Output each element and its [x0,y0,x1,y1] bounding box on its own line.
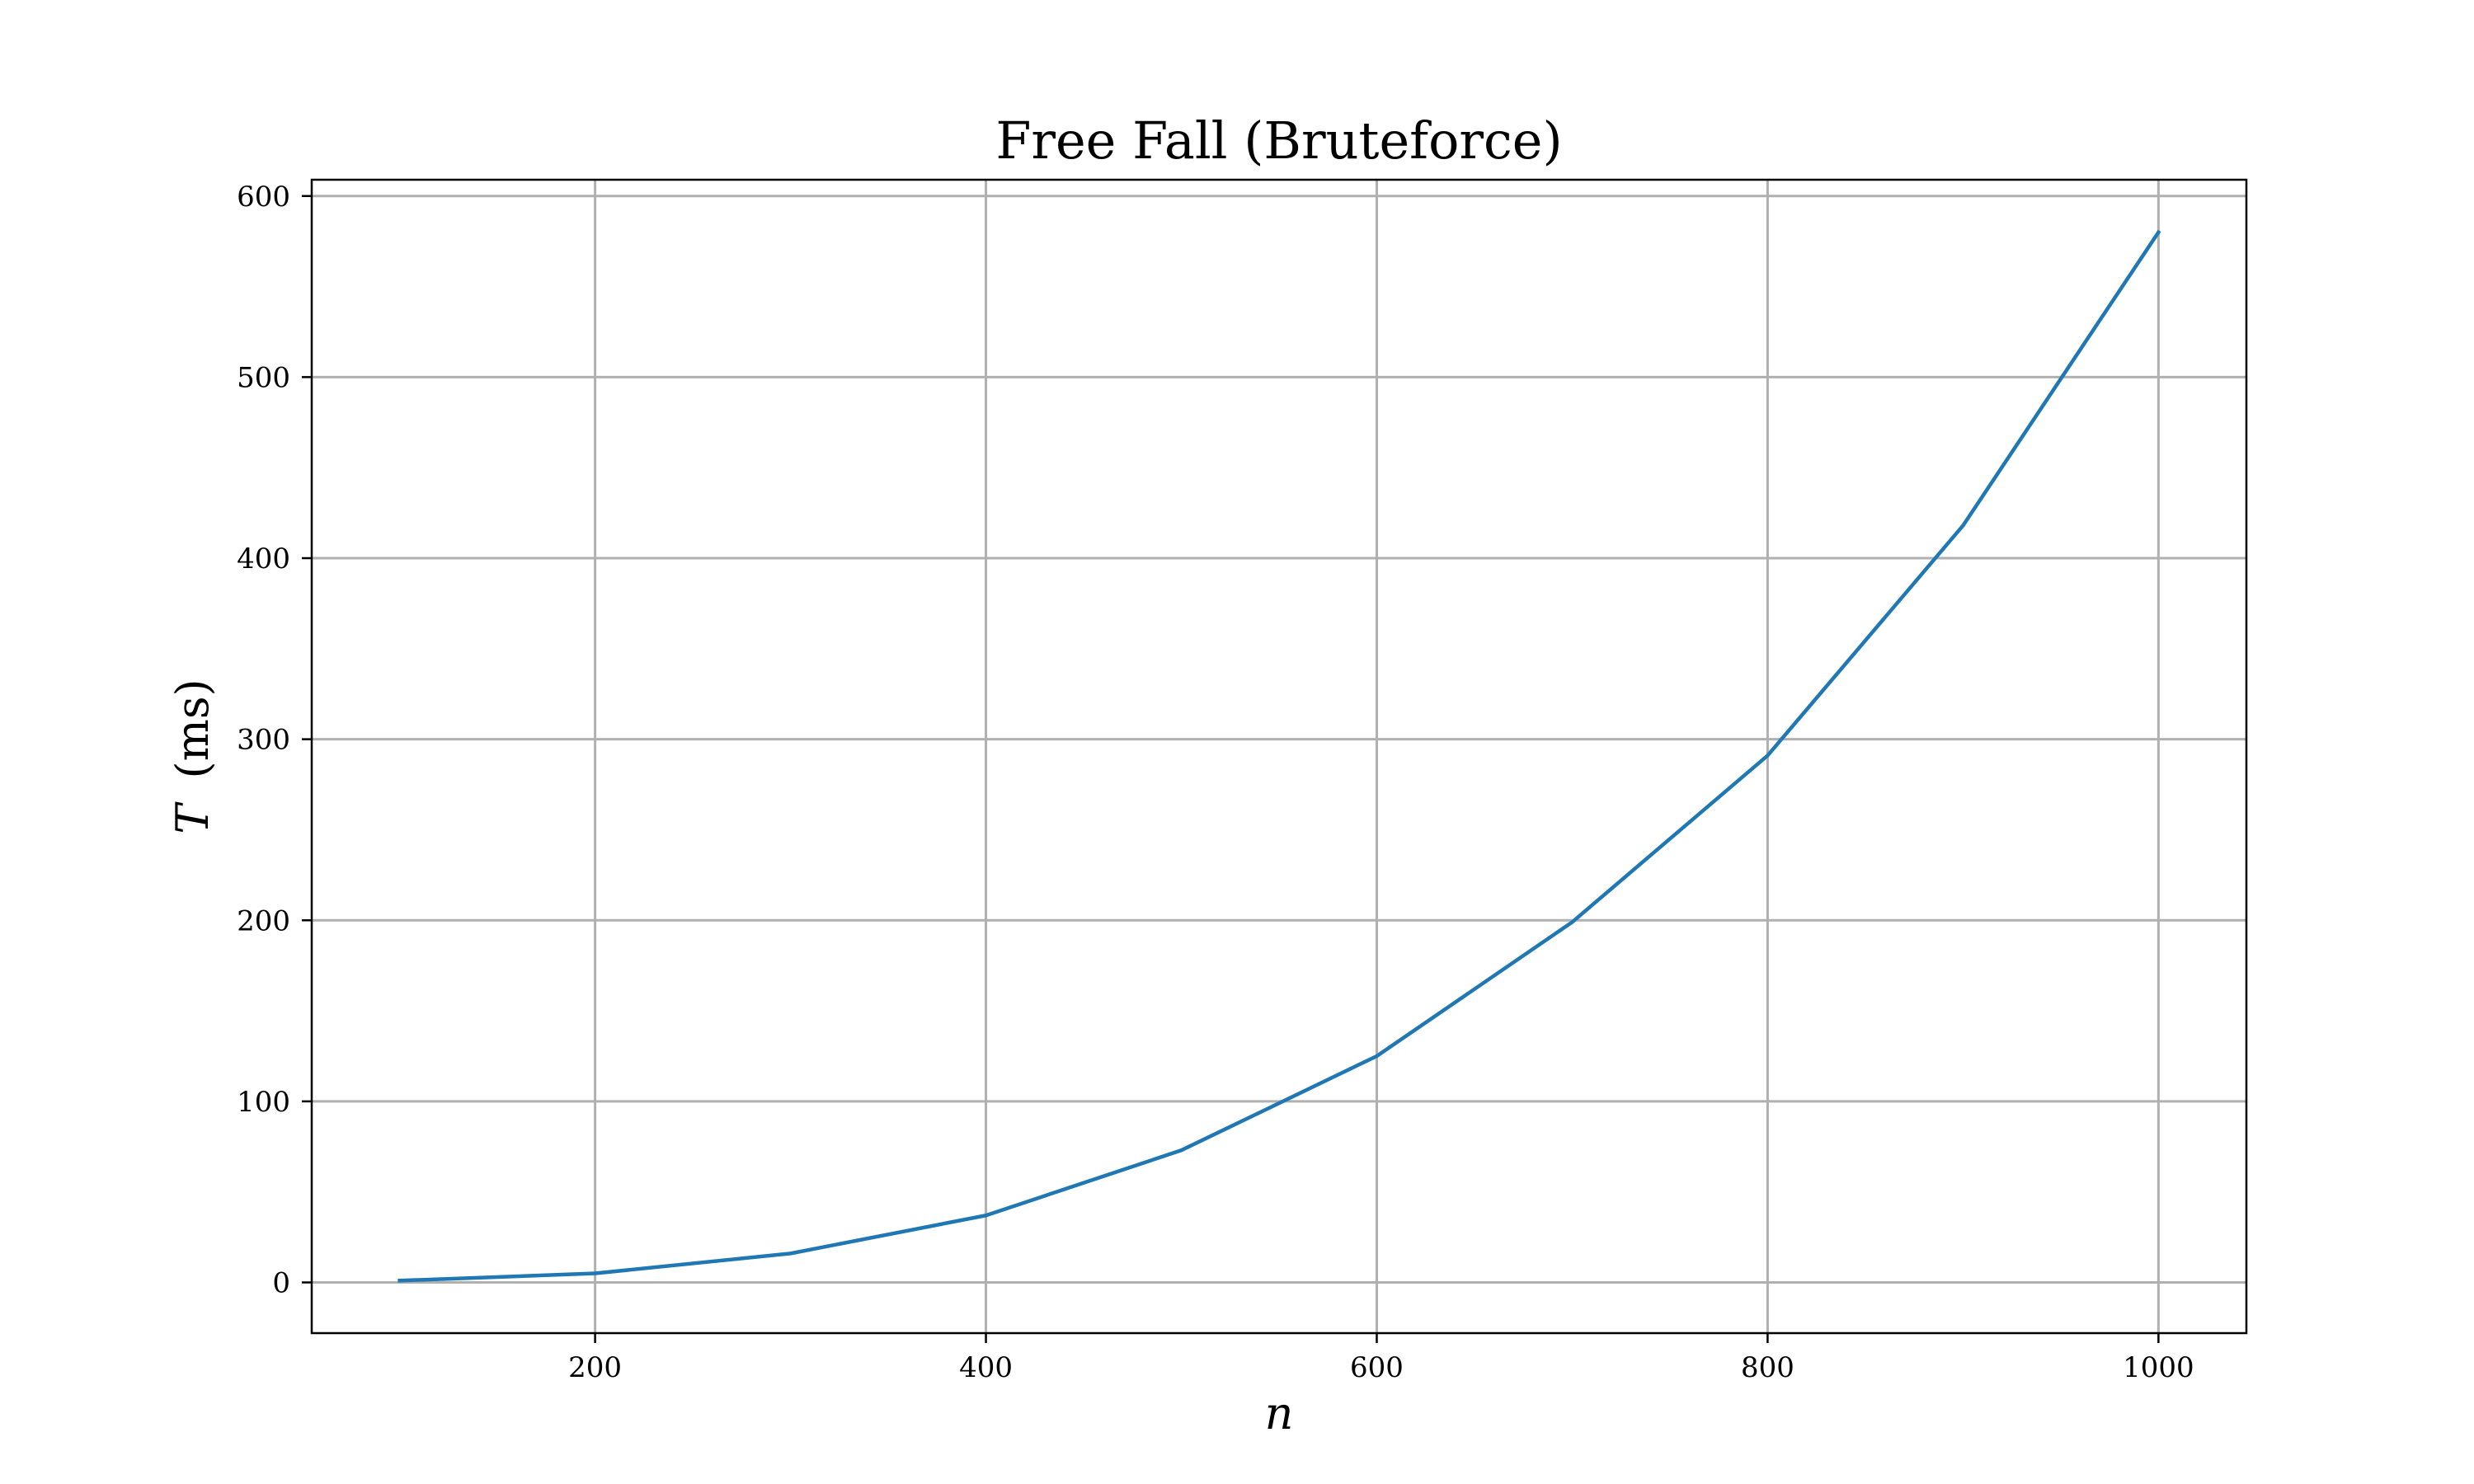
x-tick-label: 400 [959,1351,1013,1384]
y-tick-label: 500 [237,361,290,394]
y-tick-label: 100 [237,1086,290,1119]
chart-title: Free Fall (Bruteforce) [995,110,1562,171]
y-tick-label: 200 [237,904,290,937]
y-axis-label: T (ms) [167,679,219,834]
y-axis-label-symbol: T [167,801,219,834]
grid [312,180,2246,1333]
plot-frame [310,178,2248,1335]
series-line [397,229,2161,1283]
ticks: 200 400 600 800 1000 0 100 200 300 400 500 600 [237,181,2194,1384]
y-tick-label: 0 [272,1267,290,1300]
y-tick-label: 300 [237,724,290,757]
x-tick-label: 800 [1741,1351,1794,1384]
y-tick-label: 600 [237,181,290,214]
y-tick-label: 400 [237,542,290,575]
x-tick-label: 600 [1350,1351,1404,1384]
y-axis-label-unit: (ms) [167,679,219,778]
x-axis-label: n [1265,1388,1294,1439]
series-layer [397,229,2161,1283]
x-tick-label: 1000 [2123,1351,2194,1384]
x-tick-label: 200 [568,1351,622,1384]
